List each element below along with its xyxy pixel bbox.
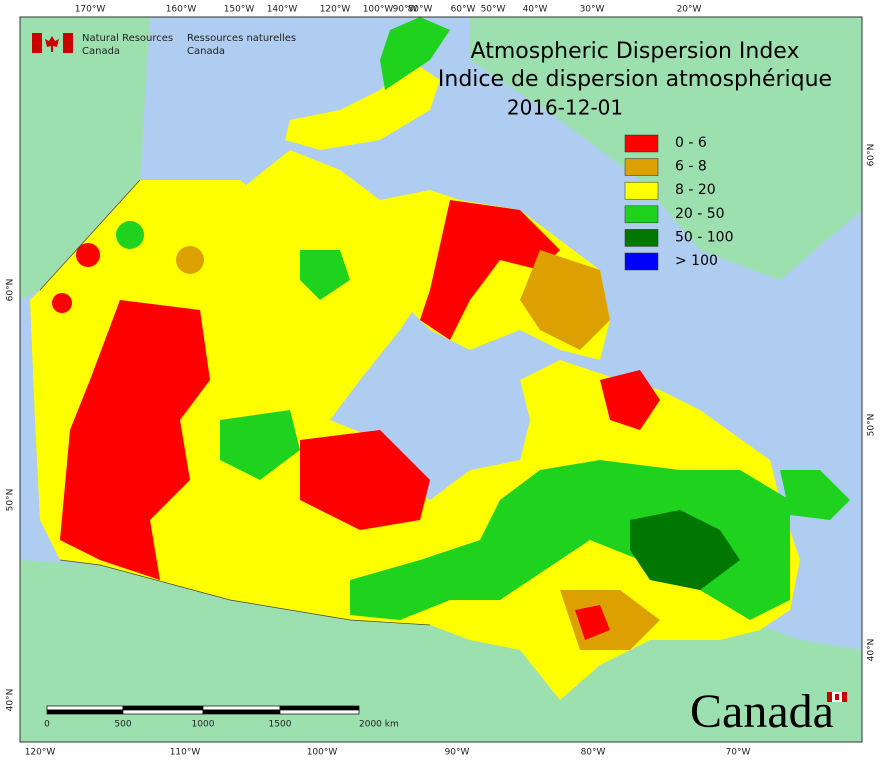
latitude-label: 50°N: [867, 414, 877, 437]
scale-label: 2000 km: [359, 720, 399, 730]
longitude-label: 50°W: [481, 5, 506, 15]
legend-label: 0 - 6: [675, 135, 707, 151]
region-orange: [176, 246, 204, 274]
longitude-label: 150°W: [224, 5, 255, 15]
title-fr: Indice de dispersion atmosphérique: [438, 67, 832, 92]
scale-label: 500: [114, 720, 131, 730]
greenland: [470, 17, 862, 280]
region-red: [60, 300, 210, 580]
scale-bar: 0 500 1000 1500 2000 km: [44, 705, 399, 730]
longitude-label: 40°W: [523, 5, 548, 15]
longitude-label: 110°W: [170, 748, 201, 758]
latitude-label: 60°N: [867, 144, 877, 167]
legend-swatch: [624, 181, 659, 200]
region-green: [300, 250, 350, 300]
scale-segment: [122, 709, 204, 715]
wordmark-flag: [835, 694, 839, 700]
scale-segment: [122, 705, 204, 711]
scale-segment: [46, 705, 124, 711]
region-red: [575, 605, 610, 640]
longitude-label: 20°W: [677, 5, 702, 15]
longitude-label: 80°W: [408, 5, 433, 15]
longitude-label: 120°W: [25, 748, 56, 758]
wordmark: Canada: [690, 685, 834, 738]
latitude-label: 60°N: [6, 279, 16, 302]
agency-fr: Ressources naturelles: [187, 33, 296, 44]
legend-label: 20 - 50: [675, 206, 725, 222]
legend-label: 6 - 8: [675, 159, 707, 175]
scale-label: 1000: [192, 720, 215, 730]
legend-label: 50 - 100: [675, 229, 734, 245]
longitude-label: 170°W: [75, 5, 106, 15]
longitude-label: 90°W: [445, 748, 470, 758]
scale-label: 1500: [269, 720, 292, 730]
longitude-label: 90°W: [393, 5, 418, 15]
canada-mainland: [30, 180, 800, 700]
agency-en: Canada: [82, 46, 120, 57]
region-green: [220, 410, 300, 480]
scale-segment: [279, 709, 360, 715]
legend-swatch: [624, 252, 659, 271]
legend-label: 8 - 20: [675, 182, 716, 198]
alaska: [20, 17, 150, 300]
region-orange: [520, 250, 610, 350]
hudson-bay: [380, 350, 530, 500]
scale-segment: [202, 705, 281, 711]
scale-segment: [279, 705, 360, 711]
scale-segment: [202, 709, 281, 715]
agency-fr: Canada: [187, 46, 225, 57]
longitude-label: 70°W: [726, 748, 751, 758]
usa: [20, 560, 862, 742]
legend-swatch: [624, 134, 659, 153]
longitude-label: 100°W: [307, 748, 338, 758]
legend-swatch: [624, 229, 659, 247]
ellesmere-green: [380, 17, 450, 90]
region-red: [76, 243, 100, 267]
region-red: [600, 370, 660, 430]
wordmark-flag: [827, 692, 832, 702]
legend-swatch: [624, 158, 659, 176]
title-en: Atmospheric Dispersion Index: [471, 39, 800, 64]
legend-swatch: [624, 205, 659, 224]
agency-en: Natural Resources: [82, 33, 173, 44]
region-darkgreen: [630, 510, 740, 590]
region-red: [420, 200, 560, 340]
region-red: [300, 430, 430, 530]
longitude-label: 60°W: [451, 5, 476, 15]
region: [40, 190, 150, 440]
wordmark-flag: [842, 692, 847, 702]
longitude-label: 120°W: [320, 5, 351, 15]
arctic-islands-north: [285, 60, 440, 150]
longitude-label: 100°W: [363, 5, 394, 15]
latitude-label: 40°N: [6, 689, 16, 712]
border: [39, 179, 431, 626]
longitude-label: 140°W: [267, 5, 298, 15]
scale-label: 0: [44, 720, 50, 730]
arctic-islands: [240, 150, 610, 360]
title-date: 2016-12-01: [507, 96, 623, 120]
latitude-label: 40°N: [867, 639, 877, 662]
legend-label: > 100: [675, 253, 718, 269]
logo: [32, 33, 73, 53]
scale-segment: [46, 709, 124, 715]
region-red: [52, 293, 72, 313]
newfoundland: [780, 470, 850, 520]
longitude-label: 160°W: [166, 5, 197, 15]
longitude-label: 80°W: [581, 748, 606, 758]
frame: [19, 16, 863, 743]
region-green: [116, 221, 144, 249]
map-frame: Canada 0 500 1000 1500 2000 km Atmospheric D…: [20, 17, 862, 742]
longitude-label: 30°W: [580, 5, 605, 15]
latitude-label: 50°N: [6, 489, 16, 512]
